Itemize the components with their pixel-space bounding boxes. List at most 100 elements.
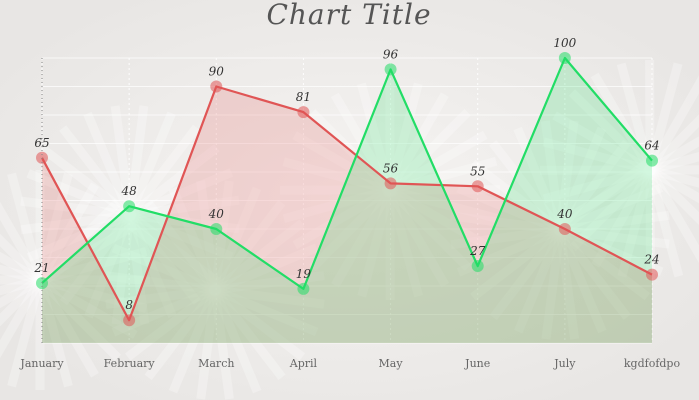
decor-ray — [555, 126, 606, 232]
decor-ray — [646, 167, 699, 264]
series-1-line — [41, 85, 653, 322]
series-1-point — [471, 180, 484, 193]
decor-ray — [646, 114, 699, 174]
series-2-data-label: 40 — [208, 207, 225, 221]
decor-ray — [292, 186, 393, 250]
decor-ray — [36, 199, 121, 284]
x-tick-label: January — [19, 357, 64, 370]
series-2-data-label: 19 — [296, 267, 312, 281]
decor-ray — [125, 105, 149, 216]
decor-ray — [84, 213, 135, 319]
decor-ray — [590, 72, 654, 173]
decor-ray — [110, 105, 135, 216]
decor-ray — [388, 156, 498, 195]
decor-ray — [0, 275, 42, 296]
series-2-point — [210, 223, 223, 235]
decor-ray — [559, 210, 670, 235]
decor-ray — [168, 288, 220, 394]
decor-ray — [646, 75, 699, 173]
chart-title: Chart Title — [266, 0, 431, 31]
decor-ray — [125, 214, 150, 325]
decor-ray — [35, 172, 73, 282]
decor-ray — [196, 180, 220, 291]
series-1-point — [36, 151, 48, 164]
decor-ray — [35, 278, 73, 388]
decor-ray — [647, 136, 699, 174]
series-1-point — [384, 177, 397, 190]
decor-ray — [210, 186, 262, 292]
decor-ray — [127, 211, 221, 286]
decor-ray — [213, 243, 319, 295]
decor-ray — [7, 172, 45, 282]
decor-ray — [129, 195, 240, 220]
series-1-area — [42, 86, 652, 343]
series-2-data-label: 48 — [121, 184, 138, 198]
series-2-point — [123, 200, 136, 213]
decor-ray — [125, 111, 176, 217]
series-2-data-label: 21 — [33, 261, 49, 275]
series-2-point — [384, 63, 397, 76]
decor-ray — [111, 214, 135, 325]
decor-ray — [645, 62, 683, 172]
series-2-point — [297, 282, 310, 295]
decor-ray — [555, 120, 579, 231]
series-areas — [42, 58, 652, 343]
decor-ray — [0, 233, 44, 284]
decor-ray — [211, 287, 286, 380]
decor-ray — [0, 264, 42, 285]
series-1-data-label: 81 — [296, 90, 311, 104]
series-2-point — [558, 52, 571, 64]
series-1-point — [558, 223, 571, 235]
series-1-point — [210, 80, 223, 93]
decor-ray — [37, 276, 138, 339]
decor-ray — [357, 188, 395, 298]
decor-ray — [127, 144, 220, 219]
series-1-point — [646, 268, 658, 281]
decor-ray — [542, 165, 652, 204]
decor-ray — [558, 183, 664, 235]
decor-ray — [558, 225, 664, 276]
series-lines — [41, 56, 653, 322]
decor-ray — [36, 276, 121, 361]
x-tick-label: kgdfofdpo — [624, 357, 681, 370]
series-1-data-label: 90 — [209, 65, 225, 79]
decor-ray — [542, 137, 652, 175]
x-tick-label: March — [198, 357, 234, 370]
decor-ray — [489, 227, 564, 321]
decor-ray — [555, 229, 580, 340]
series-1-point — [297, 106, 310, 119]
decor-ray — [450, 225, 561, 250]
x-tick-label: February — [104, 357, 156, 370]
decor-ray — [556, 227, 631, 320]
decor-ray — [385, 188, 424, 298]
decor-ray — [0, 276, 44, 327]
decor-ray — [213, 285, 319, 337]
grid-lines — [41, 57, 653, 344]
x-axis-tick-labels: January February March April May June July kgdf… — [19, 357, 680, 370]
decor-ray — [128, 168, 234, 220]
decor-ray — [124, 219, 218, 294]
decor-ray — [39, 144, 133, 219]
decor-ray — [7, 278, 45, 388]
series-2-data-label: 96 — [383, 47, 399, 61]
decor-ray — [125, 213, 177, 319]
x-tick-label: May — [379, 357, 404, 370]
data-points — [36, 52, 658, 327]
series-2-area — [42, 58, 652, 343]
decor-ray — [386, 187, 450, 288]
series-1-data-label: 40 — [556, 207, 573, 221]
decor-ray — [125, 286, 218, 361]
decor-ray — [387, 186, 488, 249]
series-2-data-label: 100 — [553, 36, 576, 50]
decor-ray — [282, 157, 392, 195]
decor-ray — [552, 111, 653, 174]
decor-ray — [557, 159, 650, 234]
decor-ray — [26, 210, 132, 262]
decor-ray — [83, 111, 135, 217]
decor-ray — [647, 166, 699, 204]
series-2-point — [36, 277, 48, 290]
decor-ray — [456, 184, 562, 235]
decor-ray — [105, 271, 216, 295]
